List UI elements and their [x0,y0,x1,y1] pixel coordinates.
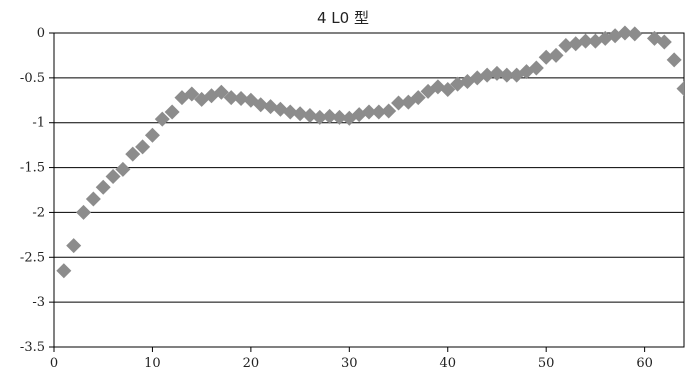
data-point [676,81,684,97]
data-point [381,103,397,119]
data-point [499,67,515,83]
data-points [56,25,684,279]
x-tick-label: 60 [636,356,653,371]
data-point [548,47,564,63]
data-point [95,179,111,195]
chart-title: 4 L0 型 [317,9,369,27]
data-point [282,104,298,120]
y-axis: 0 -0.5 -1 -1.5 -2 -2.5 -3 -3.5 [20,26,54,355]
gridlines [54,32,684,348]
x-tick-label: 10 [144,356,161,371]
x-tick-label: 20 [243,356,260,371]
x-tick-label: 50 [538,356,555,371]
data-point [115,161,131,177]
data-point [184,86,200,102]
data-point [617,25,633,41]
data-point [528,60,544,76]
y-tick-label: -3 [32,295,45,310]
data-point [479,67,495,83]
data-point [440,82,456,98]
data-point [164,104,180,120]
data-point [105,169,121,185]
data-point [558,38,574,54]
data-point [302,108,318,124]
data-point [391,95,407,111]
x-tick-label: 0 [50,356,58,371]
data-point [135,139,151,155]
data-point [371,104,387,120]
plot-frame [53,32,685,348]
data-point [410,90,426,106]
data-point [656,34,672,50]
data-point [56,263,72,279]
data-point [666,52,682,68]
y-tick-label: -1 [32,116,45,131]
data-point [154,111,170,127]
y-tick-label: -2.5 [20,250,45,265]
x-tick-label: 30 [341,356,358,371]
data-point [322,108,338,124]
data-point [627,26,643,42]
data-point [223,90,239,106]
data-point [253,97,269,113]
data-point [538,49,554,65]
data-point [292,106,308,122]
y-tick-label: 0 [37,26,45,41]
data-point [233,90,249,106]
y-tick-label: -2 [32,205,45,220]
data-point [578,33,594,49]
x-tick-label: 40 [439,356,456,371]
x-axis: 0 10 20 30 40 50 60 [50,347,653,371]
data-point [312,109,328,125]
data-point [66,238,82,254]
data-point [125,146,141,162]
data-point [361,104,377,120]
y-tick-label: -1.5 [20,161,45,176]
y-tick-label: -0.5 [20,71,45,86]
data-point [144,127,160,143]
data-point [76,204,92,220]
y-tick-label: -3.5 [20,340,45,355]
data-point [85,191,101,207]
data-point [489,65,505,81]
data-point [213,84,229,100]
data-point [331,109,347,125]
